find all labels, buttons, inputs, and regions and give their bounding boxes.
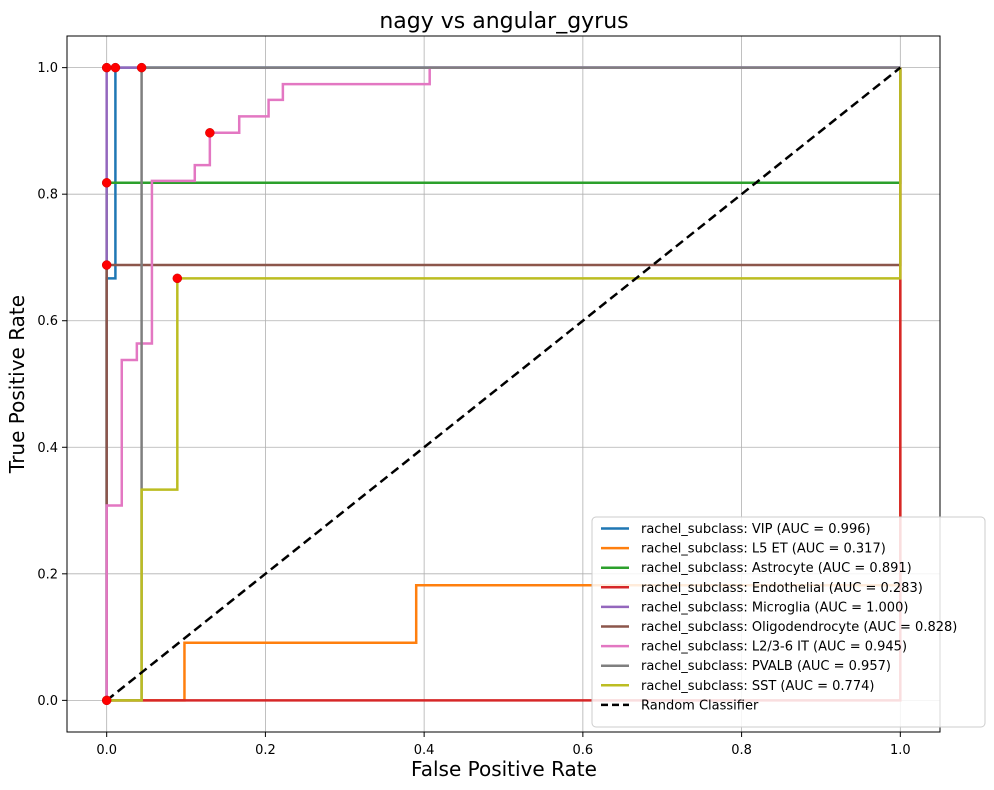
x-tick-label: 1.0 [890,743,911,758]
threshold-marker [205,128,215,138]
threshold-marker [101,178,112,188]
grid-lines [67,36,940,732]
series-lines [105,66,902,702]
legend-label: rachel_subclass: Astrocyte (AUC = 0.891) [641,561,912,576]
threshold-marker [101,62,112,73]
y-tick-label: 0.4 [37,441,58,456]
legend-label: rachel_subclass: Microglia (AUC = 1.000) [641,600,908,615]
threshold-marker [101,695,112,706]
series-line [105,66,901,701]
x-tick-label: 0.8 [731,743,752,758]
legend: rachel_subclass: VIP (AUC = 0.996) rachel… [591,516,986,728]
threshold-marker [172,273,183,284]
series-line [105,66,902,702]
y-axis-label: True Positive Rate [5,295,29,474]
threshold-marker [136,62,147,73]
legend-label: rachel_subclass: Endothelial (AUC = 0.28… [641,581,923,596]
y-tick-label: 0.8 [37,188,58,203]
x-tick-label: 0.6 [573,743,594,758]
x-axis-label: False Positive Rate [411,757,597,781]
y-tick-label: 0.2 [37,567,58,582]
legend-label: rachel_subclass: SST (AUC = 0.774) [641,679,874,694]
x-tick-label: 0.0 [96,743,117,758]
axis-ticks: 0.0 0.2 0.4 0.6 0.8 1.0 0.0 0.2 0.4 0.6 0.8 1.0 [37,61,910,758]
series-line [106,67,902,702]
legend-label: rachel_subclass: Oligodendrocyte (AUC = … [641,620,957,635]
y-tick-label: 0.0 [37,694,58,709]
legend-label: rachel_subclass: L5 ET (AUC = 0.317) [641,542,886,557]
chart-title: nagy vs angular_gyrus [379,9,628,34]
legend-label: rachel_subclass: PVALB (AUC = 0.957) [641,659,891,674]
x-tick-label: 0.4 [414,743,435,758]
threshold-marker [101,260,112,270]
threshold-marker [110,62,121,73]
legend-box [591,516,986,728]
x-tick-label: 0.2 [255,743,276,758]
legend-label: rachel_subclass: VIP (AUC = 0.996) [641,522,871,537]
legend-label: Random Classifier [641,698,759,713]
legend-label: rachel_subclass: L2/3-6 IT (AUC = 0.945) [641,640,907,655]
threshold-markers [101,62,215,706]
plot-frame [66,35,941,733]
y-tick-label: 1.0 [37,61,58,76]
y-tick-label: 0.6 [37,314,58,329]
